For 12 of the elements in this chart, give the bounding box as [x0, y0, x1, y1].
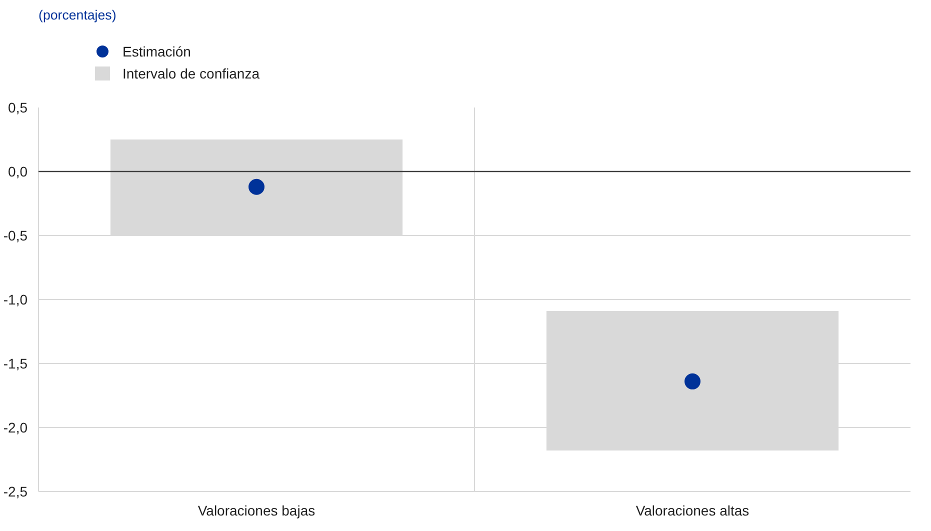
y-tick-label: -2,5: [3, 484, 28, 500]
y-tick-label: -2,0: [3, 420, 28, 436]
y-tick-label: -0,5: [3, 228, 28, 244]
chart-subtitle: (porcentajes): [38, 8, 116, 22]
y-tick-label: -1,5: [3, 356, 28, 372]
y-tick-label: -1,0: [3, 292, 28, 308]
legend-label: Estimación: [122, 44, 191, 60]
x-tick-label: Valoraciones altas: [636, 502, 750, 518]
y-tick-label: 0,0: [8, 164, 28, 180]
x-tick-label: Valoraciones bajas: [198, 502, 316, 518]
y-tick-label: 0,5: [8, 100, 28, 116]
legend-label: Intervalo de confianza: [122, 66, 260, 82]
